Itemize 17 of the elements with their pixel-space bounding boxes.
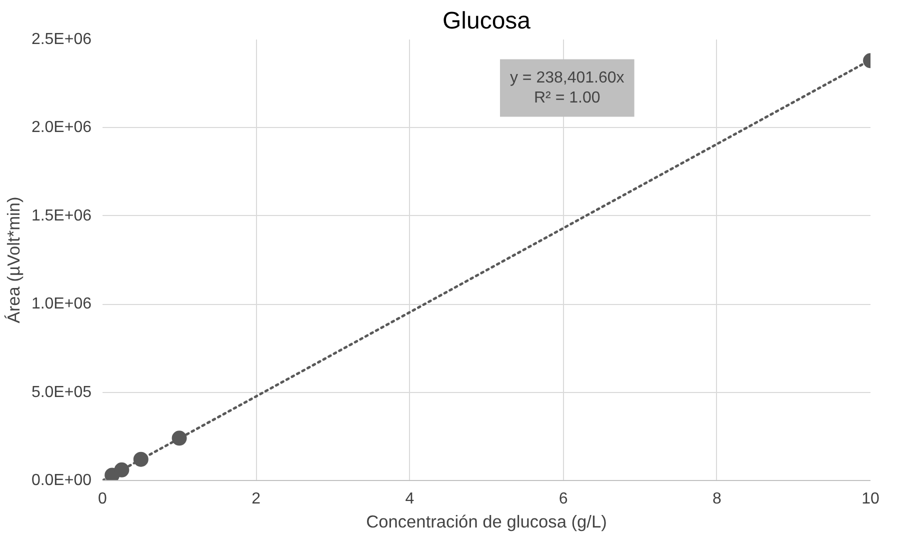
x-tick-label: 6 (558, 490, 568, 508)
x-tick-label: 10 (862, 490, 880, 508)
x-tick-label: 8 (712, 490, 722, 508)
annotation: y = 238,401.60x (510, 69, 624, 86)
x-tick-label: 0 (98, 490, 108, 508)
annotation: R² = 1.00 (534, 90, 600, 107)
y-tick-label: 0.0E+00 (31, 472, 92, 489)
y-tick-label: 2.0E+06 (31, 119, 92, 136)
x-tick-label: 4 (405, 490, 414, 508)
y-tick-label: 2.5E+06 (31, 31, 92, 48)
y-tick-label: 1.0E+06 (31, 296, 92, 313)
y-tick-label: 1.5E+06 (31, 207, 92, 224)
x-axis-title: Concentración de glucosa (g/L) (366, 512, 607, 532)
chart-title: Glucosa (442, 8, 532, 34)
y-axis-title: Área (µVolt*min) (3, 196, 24, 324)
y-tick-label: 5.0E+05 (31, 384, 92, 401)
x-tick-label: 2 (252, 490, 261, 508)
